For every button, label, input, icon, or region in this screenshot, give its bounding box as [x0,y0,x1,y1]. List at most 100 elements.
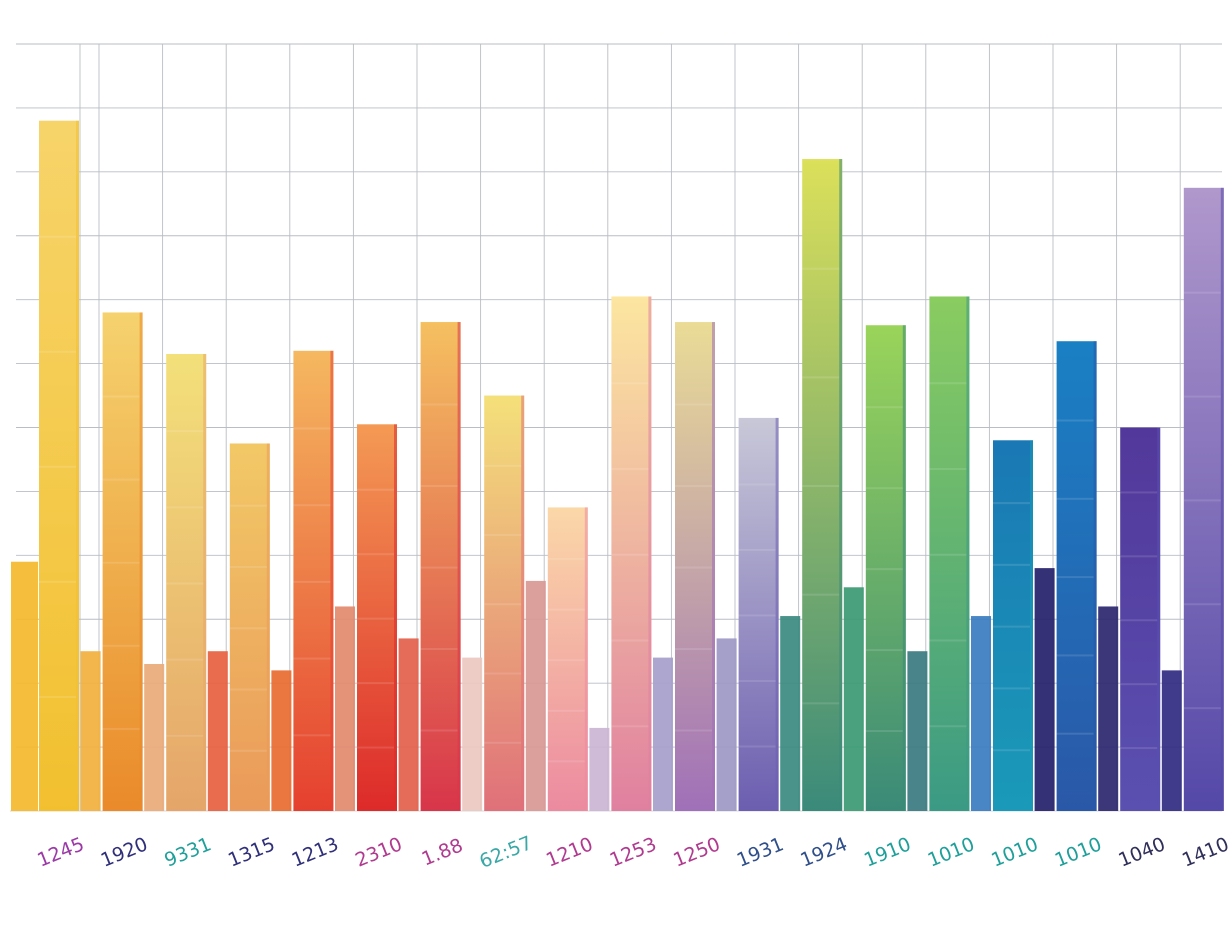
bar-band-seam [1056,576,1094,579]
front-bar-edge [584,507,588,811]
front-bar [166,353,207,811]
front-bar-edge [139,312,143,811]
bar-band-seam [993,687,1030,690]
bar-band-seam [39,580,76,583]
bar-band-seam [39,350,76,353]
front-bar-edge [648,296,652,811]
back-bar [1034,568,1055,811]
front-bar [993,440,1033,811]
front-bar-edge [394,424,397,811]
bar-band-seam [102,644,140,647]
bar-band-seam [420,648,458,651]
bar-band-seam [865,568,903,571]
bar-band-seam [675,403,712,406]
bar-band-seam [929,553,967,556]
back-bar [780,616,801,811]
x-tick-label: 1920 [98,833,151,872]
front-bar-edge [76,120,79,811]
bar-band-seam [39,465,76,468]
bar-band-seam [547,709,585,712]
x-tick-label: 1410 [1179,833,1232,872]
front-bar-edge [712,322,715,811]
x-tick-label: 1010 [988,833,1041,872]
bar-band-seam [1120,555,1158,558]
x-tick-label: 1910 [861,833,914,872]
front-bar-edge [266,443,270,811]
back-bar [207,651,228,811]
bar-band-seam [929,382,967,385]
back-bar [653,657,673,811]
back-bars [11,561,1182,811]
front-bar-edge [1093,341,1097,811]
bar-band-seam [102,395,140,398]
back-bar [907,651,928,811]
bar-band-seam [1183,707,1221,710]
bar-band-seam [1056,497,1094,500]
bar-band-seam [293,734,331,737]
bar-band-seam [229,565,267,568]
bar-band-seam [865,730,903,733]
bar-band-seam [738,483,776,486]
x-tick-label: 1.88 [419,834,466,870]
bar-band-seam [611,553,649,556]
front-bar [611,296,652,811]
bar-band-seam [1056,654,1094,657]
bar-band-seam [865,649,903,652]
bar-band-seam [802,485,840,488]
bar-band-seam [993,749,1030,752]
front-bar [229,443,270,811]
back-bar [11,561,38,811]
back-bar [398,638,419,811]
front-bar-edge [203,353,207,811]
bar-band-seam [357,617,394,620]
front-bar-edge [966,296,970,811]
bar-band-seam [611,382,649,385]
front-bar [865,325,906,811]
bar-band-seam [357,682,394,685]
back-bar [971,616,991,811]
bar-band-seam [611,467,649,470]
bar-band-seam [929,725,967,728]
bar-band-seam [166,582,204,585]
bar-band-seam [802,267,840,270]
front-bars [39,120,1224,812]
front-bar [1056,341,1097,811]
front-bar-edge [902,325,906,811]
bar-band-seam [865,487,903,490]
front-bar [484,395,525,811]
bar-band-seam [357,746,394,749]
x-tick-label: 1040 [1115,833,1168,872]
x-tick-label: 1315 [225,833,278,872]
front-bar [39,120,79,811]
bar-band-seam [102,561,140,564]
bar-band-seam [675,648,712,651]
bar-band-seam [738,614,776,617]
x-tick-label: 1010 [1052,833,1105,872]
bar-band-seam [675,729,712,732]
bar-band-seam [229,504,267,507]
bar-band-seam [229,627,267,630]
x-tick-label: 62:57 [476,832,535,873]
front-bar-edge [457,322,461,811]
x-tick-label: 1010 [925,833,978,872]
bar-band-seam [1120,747,1158,750]
bar-band-seam [611,725,649,728]
x-tick-label: 2310 [352,833,405,872]
bar-band-seam [484,672,522,675]
bar-band-seam [1056,732,1094,735]
front-bar [293,350,334,811]
bar-band-seam [420,485,458,488]
back-bar [1098,606,1119,811]
front-bar-edge [1030,440,1033,811]
bar-band-seam [929,639,967,642]
bar-band-seam [1183,395,1221,398]
front-bar [1183,187,1224,811]
x-tick-label: 1210 [543,833,596,872]
bar-band-seam [993,502,1030,505]
bar-band-seam [166,430,204,433]
front-bar-edge [1220,187,1224,811]
x-tick-label: 1931 [734,833,787,872]
back-bar [716,638,737,811]
bar-band-seam [1120,491,1158,494]
